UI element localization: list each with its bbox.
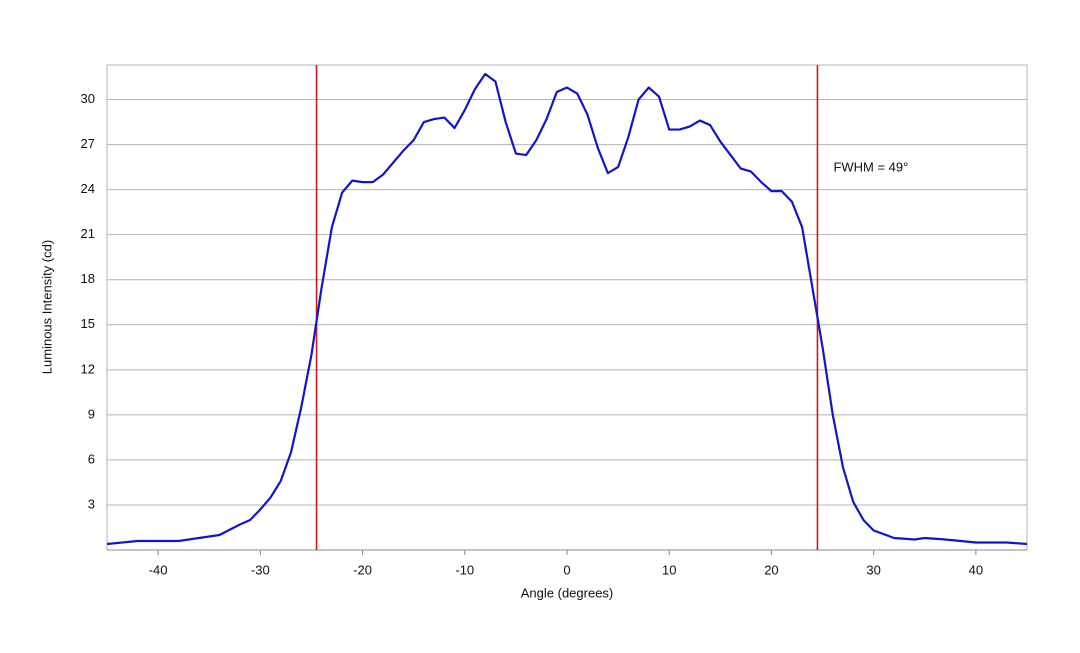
y-tick-label: 24	[81, 181, 95, 196]
data-line	[106, 72, 1028, 546]
x-tick-label: 40	[969, 562, 983, 577]
x-tick-label: -20	[353, 562, 372, 577]
y-tick-label: 12	[81, 361, 95, 376]
x-tick-label: 0	[563, 562, 570, 577]
x-tick-label: -30	[251, 562, 270, 577]
x-tick-label: 30	[866, 562, 880, 577]
y-tick-label: 30	[81, 91, 95, 106]
y-tick-label: 9	[88, 406, 95, 421]
plot-area	[106, 64, 1028, 551]
y-tick-label: 21	[81, 226, 95, 241]
x-tick-label: -40	[149, 562, 168, 577]
annotation: FWHM = 49°	[833, 159, 908, 174]
y-tick-label: 3	[88, 496, 95, 511]
x-tick-label: 20	[764, 562, 778, 577]
y-tick-label: 6	[88, 451, 95, 466]
y-tick-label: 15	[81, 316, 95, 331]
y-tick-label: 18	[81, 271, 95, 286]
y-tick-label: 27	[81, 136, 95, 151]
x-tick-label: 10	[662, 562, 676, 577]
y-axis-label: Luminous Intensity (cd)	[39, 240, 54, 374]
x-axis-label: Angle (degrees)	[521, 585, 614, 600]
x-tick-label: -10	[455, 562, 474, 577]
